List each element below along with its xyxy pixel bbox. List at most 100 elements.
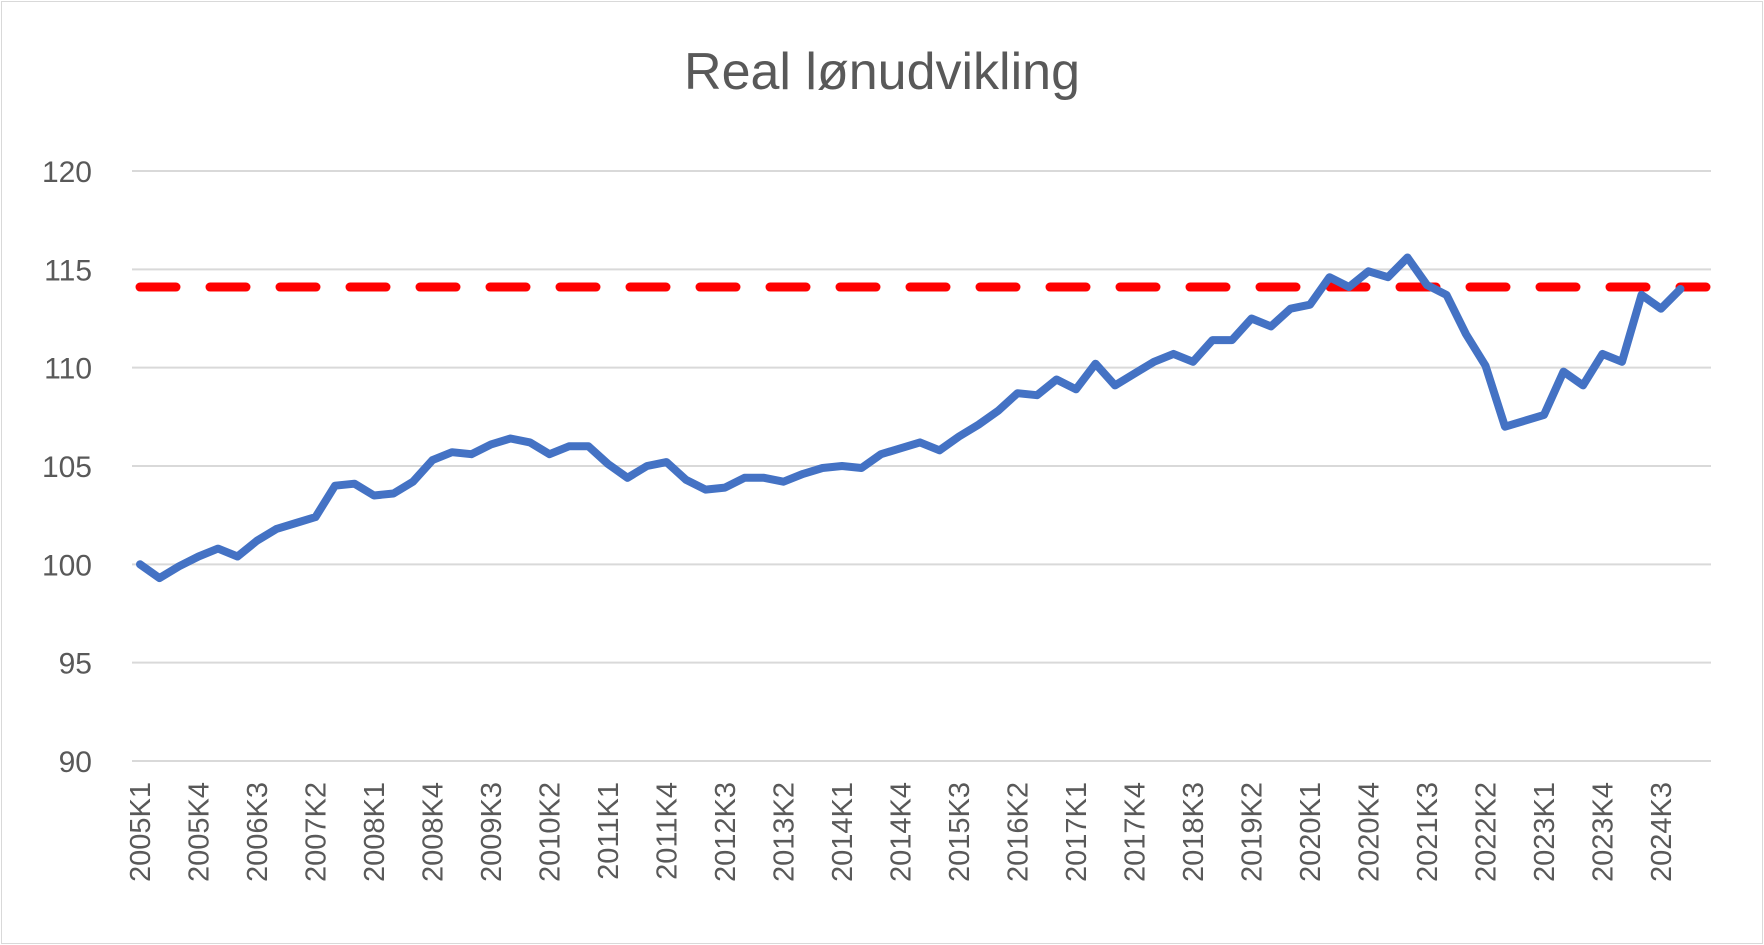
- x-tick-label: 2015K3: [944, 782, 976, 882]
- data-point: [1543, 414, 1545, 416]
- data-point: [549, 453, 550, 455]
- data-point: [666, 461, 667, 463]
- x-tick-label: 2024K3: [1646, 782, 1678, 882]
- data-point: [705, 489, 706, 491]
- series-layer: [135, 253, 1711, 583]
- data-point: [744, 477, 745, 479]
- x-tick-label: 2023K1: [1529, 782, 1561, 882]
- data-point: [1602, 353, 1603, 355]
- data-point: [1075, 388, 1077, 390]
- data-point: [1212, 339, 1213, 341]
- data-point: [1017, 392, 1018, 394]
- data-point: [783, 481, 784, 483]
- x-tick-label: 2007K2: [301, 782, 333, 882]
- x-tick-label: 2011K1: [593, 782, 625, 880]
- x-tick-label: 2009K3: [476, 782, 508, 882]
- data-point: [1485, 365, 1486, 367]
- data-point: [1095, 363, 1096, 365]
- x-tick-label: 2006K3: [242, 782, 274, 882]
- data-point: [958, 436, 960, 437]
- x-tick-label: 2018K3: [1178, 782, 1210, 882]
- data-point: [1153, 361, 1155, 363]
- data-point: [1290, 308, 1291, 310]
- data-point: [217, 548, 219, 550]
- data-point: [880, 453, 882, 455]
- data-point: [861, 467, 862, 469]
- data-point: [724, 487, 726, 489]
- y-tick-label: 110: [44, 353, 92, 386]
- data-point: [802, 473, 804, 475]
- data-point: [1329, 276, 1330, 278]
- data-point: [588, 445, 589, 447]
- data-point: [276, 528, 277, 530]
- data-point: [159, 577, 160, 579]
- data-point: [451, 451, 453, 453]
- data-point: [393, 493, 394, 494]
- x-tick-label: 2017K4: [1120, 782, 1152, 882]
- data-point: [685, 479, 687, 481]
- data-point: [822, 467, 823, 469]
- data-point: [1192, 361, 1194, 363]
- data-point: [315, 516, 316, 518]
- data-point: [1465, 333, 1467, 335]
- data-point: [997, 410, 999, 412]
- data-point: [237, 556, 238, 557]
- data-point: [1173, 353, 1174, 355]
- gridlines: [132, 170, 1711, 762]
- y-tick-label: 115: [44, 254, 92, 287]
- data-point: [198, 556, 199, 557]
- x-tick-label: 2021K3: [1412, 782, 1444, 882]
- x-tick-label: 2013K2: [769, 782, 801, 882]
- data-point: [1056, 379, 1057, 380]
- x-tick-label: 2019K2: [1237, 782, 1269, 882]
- data-point: [510, 438, 511, 439]
- x-tick-label: 2008K1: [359, 782, 391, 882]
- y-tick-label: 105: [42, 451, 92, 484]
- data-point: [295, 522, 297, 524]
- x-tick-label: 2017K1: [1061, 782, 1093, 882]
- data-point: [1524, 420, 1525, 422]
- chart-title: Real lønudvikling: [684, 43, 1080, 101]
- data-point: [529, 441, 531, 443]
- data-point: [1426, 284, 1428, 286]
- x-tick-label: 2022K2: [1471, 782, 1503, 882]
- data-point: [256, 540, 258, 542]
- data-point: [1114, 384, 1116, 386]
- data-point: [607, 463, 609, 465]
- x-tick-label: 2010K2: [535, 782, 567, 882]
- data-point: [1563, 371, 1564, 373]
- x-tick-label: 2023K4: [1588, 782, 1620, 882]
- data-point: [178, 565, 180, 567]
- data-point: [1348, 286, 1350, 288]
- data-point: [841, 465, 843, 467]
- y-tick-label: 90: [59, 746, 92, 779]
- data-point: [646, 465, 648, 467]
- data-point: [1660, 308, 1662, 310]
- x-tick-label: 2014K1: [827, 782, 859, 882]
- data-point: [1251, 318, 1252, 319]
- data-point: [354, 483, 355, 485]
- data-point: [1407, 257, 1408, 258]
- y-tick-label: 95: [59, 648, 92, 681]
- x-tick-label: 2020K4: [1354, 782, 1386, 882]
- x-tick-label: 2011K4: [652, 782, 684, 880]
- data-point: [373, 495, 375, 496]
- data-point: [1387, 276, 1389, 278]
- data-point: [919, 441, 921, 443]
- data-point: [471, 453, 472, 455]
- x-tick-label: 2012K3: [710, 782, 742, 882]
- x-tick-label: 2005K4: [184, 782, 216, 882]
- data-point: [139, 563, 141, 565]
- x-tick-label: 2008K4: [418, 782, 450, 882]
- data-point: [1446, 294, 1447, 296]
- data-point: [1680, 288, 1681, 290]
- x-tick-label: 2005K1: [125, 782, 157, 882]
- data-point: [978, 424, 979, 426]
- data-point: [1504, 426, 1506, 428]
- x-tick-label: 2016K2: [1003, 782, 1035, 882]
- y-tick-label: 100: [42, 549, 92, 582]
- data-point: [1231, 339, 1233, 341]
- data-point: [1270, 325, 1272, 327]
- x-tick-label: 2020K1: [1295, 782, 1327, 882]
